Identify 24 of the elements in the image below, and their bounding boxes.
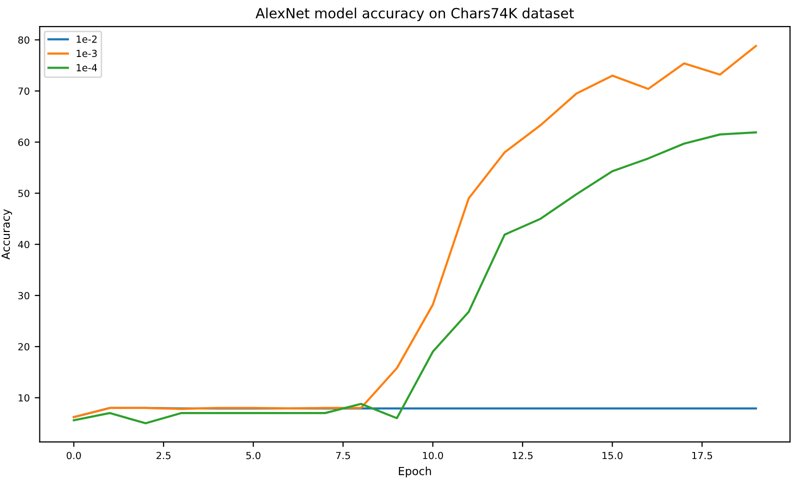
y-tick-label: 20 <box>18 343 30 350</box>
x-tick-label: 7.5 <box>336 452 350 460</box>
y-tick-label: 10 <box>18 394 30 402</box>
x-tick-label: 5.0 <box>246 452 260 460</box>
y-tick-label: 50 <box>18 190 30 198</box>
y-tick-label: 60 <box>18 138 30 146</box>
x-tick-label: 10.0 <box>423 452 443 460</box>
line-series <box>72 131 757 424</box>
x-tick-label: 17.5 <box>692 452 712 460</box>
legend-label: 1e-4 <box>76 64 97 72</box>
chart-title: AlexNet model accuracy on Chars74K dataset <box>256 8 574 22</box>
x-axis-title: Epoch <box>398 466 431 478</box>
x-tick-label: 12.5 <box>512 452 533 460</box>
legend-label: 1e-2 <box>76 35 97 43</box>
x-tick-label: 15.0 <box>602 452 622 460</box>
y-axis-title: Accuracy <box>2 209 12 260</box>
x-tick-label: 2.5 <box>156 452 170 460</box>
legend-label: 1e-3 <box>76 50 97 58</box>
x-tick-label: 0.0 <box>66 452 81 460</box>
y-tick-label: 30 <box>18 292 30 300</box>
y-tick-label: 40 <box>18 240 30 248</box>
y-tick-label: 70 <box>18 87 30 95</box>
line-series <box>72 44 757 418</box>
y-tick-label: 80 <box>18 36 30 44</box>
